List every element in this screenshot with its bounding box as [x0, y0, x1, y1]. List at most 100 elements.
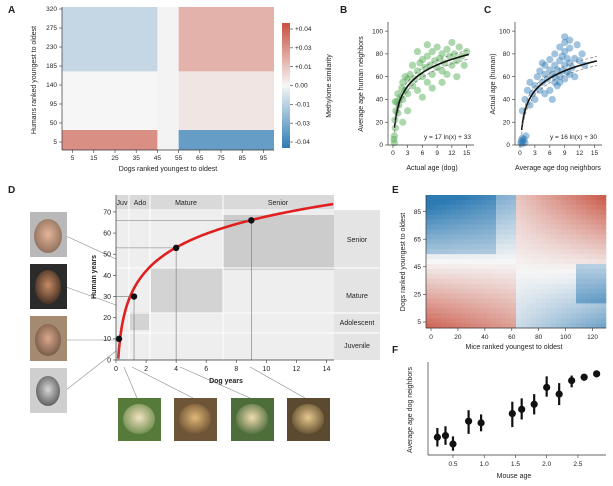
heatmap-e-cell [531, 224, 537, 230]
heatmap-e-cell [586, 323, 592, 329]
heatmap-e-cell [571, 263, 577, 270]
heatmap-e-cell [586, 283, 592, 289]
heatmap-e-cell [516, 313, 522, 319]
heatmap-e-cell [461, 313, 467, 319]
heatmap-e-cell [496, 234, 502, 240]
heatmap-e-cell [551, 263, 557, 270]
heatmap-e-cell [481, 204, 487, 211]
heatmap-e-cell [486, 323, 492, 329]
heatmap-e-cell [476, 298, 482, 304]
scatter-b-point [443, 70, 451, 78]
heatmap-e-cell [476, 318, 482, 324]
f-mean-point [555, 390, 563, 398]
heatmap-e-cell [431, 293, 437, 299]
heatmap-e-cell [486, 229, 492, 235]
heatmap-e-cell [571, 268, 577, 275]
heatmap-e-cell [486, 273, 492, 280]
heatmap-e-cell [536, 239, 542, 245]
heatmap-e-cell [426, 273, 432, 280]
heatmap-e-cell [426, 214, 432, 220]
panel-d-line: Juv Ado Mature Senior Senior Mature Adolescen… [30, 195, 380, 441]
d-y-tick-label: 30 [103, 294, 111, 301]
scatter-b-point [390, 132, 398, 140]
heatmap-e-cell [601, 323, 607, 329]
human-photo-mature [30, 264, 67, 309]
heatmap-e-cell [601, 298, 607, 304]
heatmap-e-cell [436, 288, 442, 294]
heatmap-e-cell [451, 259, 457, 265]
heatmap-e-cell [491, 263, 497, 270]
scatter-b-x-tick-label: 9 [435, 150, 439, 157]
heatmap-e-y-tick-label: 25 [414, 292, 422, 299]
heatmap-e-cell [446, 273, 452, 280]
heatmap-a-x-tick-label: 85 [239, 155, 247, 162]
heatmap-e-cell [601, 195, 607, 201]
heatmap-e-cell [521, 288, 527, 294]
heatmap-e-cell [451, 204, 457, 211]
heatmap-e-cell [586, 288, 592, 294]
heatmap-e-cell [531, 308, 537, 314]
heatmap-e-cell [536, 283, 542, 289]
heatmap-e-cell [496, 195, 502, 201]
heatmap-e-cell [476, 313, 482, 319]
heatmap-e-cell [436, 224, 442, 230]
heatmap-e-cell [561, 283, 567, 289]
heatmap-e-cell [506, 219, 512, 225]
heatmap-e-cell [471, 229, 477, 235]
heatmap-e-cell [596, 268, 602, 275]
heatmap-e-cell [476, 214, 482, 220]
scatter-c-point [561, 75, 569, 83]
heatmap-e-cell [571, 209, 577, 216]
heatmap-e-cell [446, 234, 452, 240]
heatmap-e-cell [556, 249, 562, 255]
heatmap-e-cell [536, 214, 542, 220]
heatmap-e-cell [566, 298, 572, 304]
heatmap-e-cell [481, 318, 487, 324]
heatmap-e-cell [551, 278, 557, 284]
f-mean-point [543, 383, 551, 391]
heatmap-e-cell [586, 209, 592, 216]
heatmap-e-cell [491, 219, 497, 225]
heatmap-e-cell [466, 313, 472, 319]
heatmap-e-cell [596, 209, 602, 216]
heatmap-e-cell [576, 214, 582, 220]
heatmap-e-cell [491, 195, 497, 201]
heatmap-e-cell [521, 323, 527, 329]
heatmap-e-cell [471, 209, 477, 216]
heatmap-e-cell [581, 195, 587, 201]
colorbar-a-tick-label: -0.04 [295, 139, 310, 146]
heatmap-e-cell [596, 298, 602, 304]
heatmap-e-cell [486, 278, 492, 284]
d-stage-right-label: Juvenile [344, 343, 370, 350]
heatmap-e-cell [561, 293, 567, 299]
heatmap-e-cell [596, 278, 602, 284]
heatmap-e-cell [566, 273, 572, 280]
heatmap-e-cell [496, 268, 502, 275]
heatmap-e-cell [521, 254, 527, 260]
heatmap-e-cell [446, 239, 452, 245]
heatmap-e-cell [431, 224, 437, 230]
heatmap-e-cell [551, 209, 557, 216]
heatmap-e-cell [451, 224, 457, 230]
heatmap-e-cell [491, 259, 497, 265]
heatmap-e-cell [481, 313, 487, 319]
heatmap-e-cell [501, 199, 507, 206]
heatmap-e-cell [501, 204, 507, 211]
heatmap-a-cell [62, 129, 158, 150]
heatmap-e-cell [551, 318, 557, 324]
heatmap-e-cell [586, 254, 592, 260]
heatmap-e-cell [576, 199, 582, 206]
heatmap-e-cell [486, 288, 492, 294]
scatter-c-y-tick-label: 40 [503, 97, 511, 104]
heatmap-e-cell [436, 244, 442, 250]
heatmap-e-cell [511, 219, 517, 225]
heatmap-e-cell [476, 244, 482, 250]
heatmap-e-cell [586, 318, 592, 324]
heatmap-e-cell [431, 298, 437, 304]
heatmap-e-cell [481, 323, 487, 329]
heatmap-e-cell [461, 263, 467, 270]
heatmap-e-cell [491, 234, 497, 240]
heatmap-e-cell [591, 254, 597, 260]
heatmap-e-cell [541, 259, 547, 265]
heatmap-e-cell [481, 308, 487, 314]
